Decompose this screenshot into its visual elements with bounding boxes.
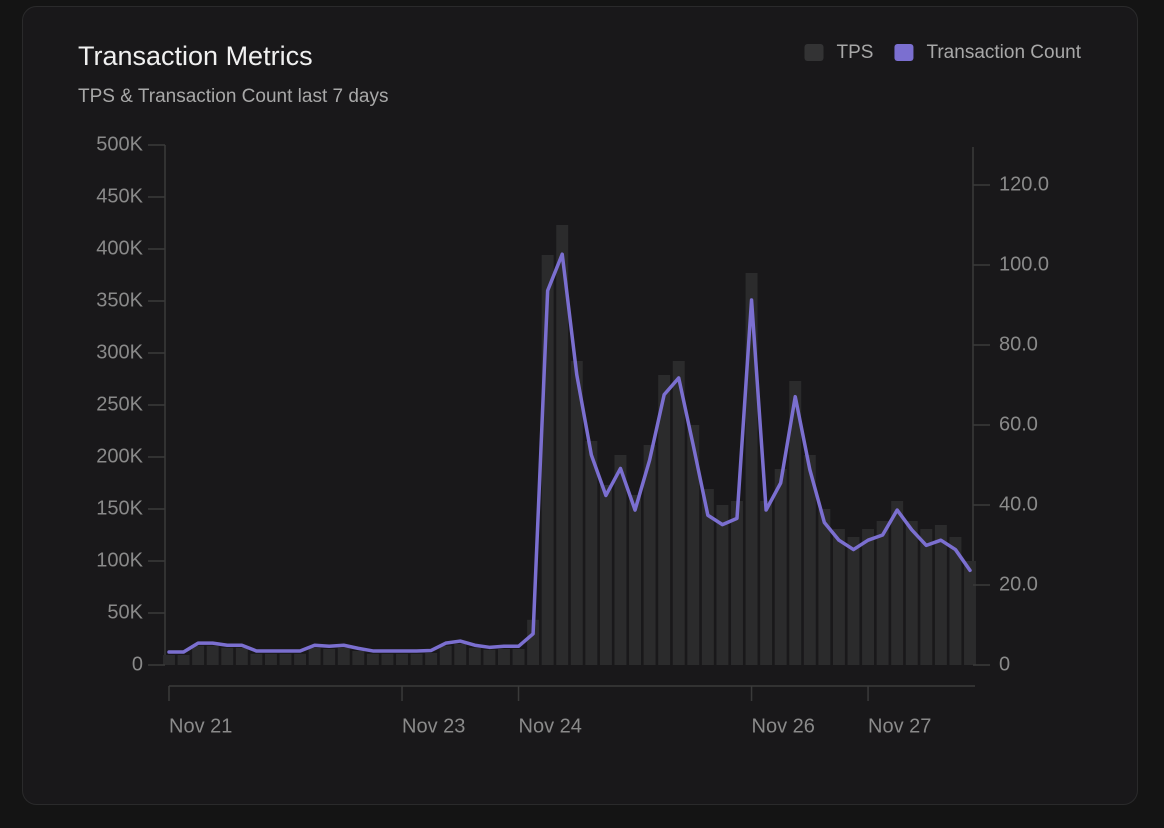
bar: [163, 655, 175, 665]
bar: [570, 361, 583, 665]
bar: [832, 529, 845, 665]
bar: [789, 381, 802, 665]
y-tick-label: 500K: [96, 133, 143, 155]
bar: [410, 653, 423, 665]
legend-label: Transaction Count: [926, 42, 1081, 63]
bar: [614, 455, 627, 665]
y-tick-label: 200K: [96, 445, 143, 467]
y-tick-label: 450K: [96, 185, 143, 207]
bar: [905, 521, 918, 665]
bar: [527, 619, 540, 665]
bar: [396, 653, 408, 665]
legend-swatch: [894, 44, 914, 61]
bar: [803, 455, 816, 665]
legend-swatch: [804, 44, 824, 61]
bar: [949, 537, 962, 665]
y-tick-label: 0: [132, 653, 143, 675]
chart-title: Transaction Metrics: [78, 41, 313, 71]
bar: [760, 501, 773, 665]
bar: [192, 645, 205, 665]
bar: [512, 649, 525, 665]
bar: [381, 653, 394, 665]
y2-tick-label: 80.0: [999, 333, 1038, 355]
legend-label: TPS: [837, 42, 874, 63]
bar: [687, 425, 700, 665]
y-tick-label: 300K: [96, 341, 143, 363]
bar: [556, 225, 569, 665]
bar: [876, 521, 889, 665]
bar: [818, 509, 831, 665]
bar: [235, 647, 248, 665]
bar: [337, 647, 350, 665]
bar: [221, 647, 234, 665]
bar: [279, 653, 292, 665]
bar: [352, 651, 365, 665]
y-tick-label: 350K: [96, 289, 143, 311]
y2-tick-label: 100.0: [999, 253, 1049, 275]
bar: [701, 489, 714, 665]
x-tick-label: Nov 21: [169, 715, 232, 737]
y-tick-label: 50K: [107, 601, 143, 623]
bar: [497, 649, 510, 665]
bars: [163, 225, 976, 665]
bar: [745, 273, 758, 665]
bar: [658, 375, 671, 665]
bar: [206, 645, 219, 665]
bar: [891, 501, 904, 665]
bar: [454, 643, 467, 665]
bar: [847, 537, 860, 665]
bar: [643, 445, 656, 665]
bar: [323, 649, 336, 665]
bar: [599, 485, 612, 665]
bar: [964, 561, 976, 665]
y2-tick-label: 0: [999, 653, 1010, 675]
bar: [366, 653, 379, 665]
bar: [294, 653, 307, 665]
x-tick-label: Nov 27: [868, 715, 931, 737]
y-tick-label: 250K: [96, 393, 143, 415]
bar: [250, 653, 263, 665]
x-tick-label: Nov 24: [519, 715, 582, 737]
bar: [934, 525, 947, 665]
x-tick-label: Nov 26: [752, 715, 815, 737]
bar: [541, 255, 554, 665]
bar: [629, 495, 642, 665]
y-tick-label: 150K: [96, 497, 143, 519]
bar: [468, 647, 481, 665]
bar: [308, 647, 321, 665]
bar: [483, 649, 496, 665]
bar: [585, 441, 598, 665]
bar: [920, 529, 933, 665]
lines: [167, 252, 972, 654]
y2-tick-label: 120.0: [999, 173, 1049, 195]
y-tick-label: 100K: [96, 549, 143, 571]
y2-tick-label: 40.0: [999, 493, 1038, 515]
y2-tick-label: 20.0: [999, 573, 1038, 595]
y-tick-label: 400K: [96, 237, 143, 259]
bar: [439, 645, 452, 665]
bar: [264, 653, 277, 665]
bar: [731, 501, 743, 665]
bar: [862, 529, 875, 665]
chart-subtitle: TPS & Transaction Count last 7 days: [78, 86, 389, 107]
y2-tick-label: 60.0: [999, 413, 1038, 435]
bar: [672, 361, 685, 665]
bar: [774, 469, 787, 665]
line: [167, 252, 972, 654]
bar: [177, 655, 190, 665]
bar: [425, 653, 438, 665]
bar: [716, 505, 729, 665]
x-tick-label: Nov 23: [402, 715, 465, 737]
legend: TPS Transaction Count: [804, 42, 1082, 63]
